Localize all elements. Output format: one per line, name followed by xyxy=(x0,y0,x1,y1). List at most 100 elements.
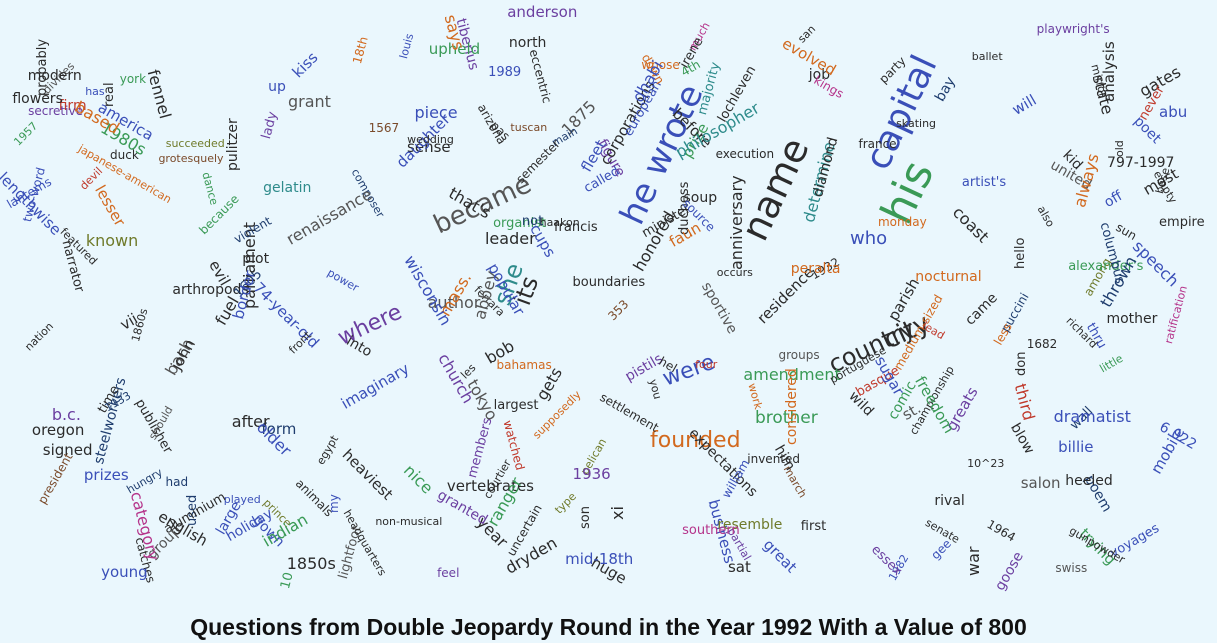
cloud-word: secretive xyxy=(28,103,83,118)
cloud-word: grotesquely xyxy=(158,152,224,166)
cloud-word: pulitzer xyxy=(225,118,242,171)
cloud-word: church xyxy=(434,350,479,407)
cloud-word: bahamas xyxy=(496,358,552,373)
cloud-word: francis xyxy=(553,220,598,236)
cloud-word: off xyxy=(1101,187,1126,211)
cloud-word: flowers xyxy=(12,91,63,108)
cloud-word: mobile xyxy=(1147,424,1189,478)
cloud-word: feel xyxy=(437,566,460,581)
cloud-word: leader xyxy=(484,229,536,249)
cloud-word: firm xyxy=(58,97,87,114)
cloud-word: haakon xyxy=(539,216,580,230)
cloud-word: my xyxy=(327,494,342,514)
cloud-word: members xyxy=(465,416,496,480)
cloud-word: heeled xyxy=(1065,472,1113,489)
cloud-word: imaginary xyxy=(338,359,413,413)
cloud-word: occurs xyxy=(716,266,753,280)
cloud-word: war xyxy=(964,546,983,576)
cloud-word: sun xyxy=(1113,220,1139,244)
cloud-word: empire xyxy=(1159,214,1205,230)
cloud-word: billie xyxy=(1058,438,1094,457)
cloud-word: first xyxy=(800,518,827,534)
cloud-word: up xyxy=(268,79,286,96)
cloud-word: rival xyxy=(934,492,965,509)
cloud-word: anderson xyxy=(507,3,578,22)
cloud-word: amendment xyxy=(743,365,841,385)
cloud-word: arthropods xyxy=(172,281,249,298)
cloud-word: dramatist xyxy=(1053,407,1131,427)
cloud-word: 10^23 xyxy=(967,457,1005,471)
cloud-word: alexander's xyxy=(1068,258,1144,274)
cloud-word: fennel xyxy=(143,67,176,121)
cloud-word: goose xyxy=(992,549,1027,594)
cloud-word: resemble xyxy=(717,516,783,533)
cloud-word: southern xyxy=(682,523,740,539)
cloud-word: boundaries xyxy=(572,275,646,291)
cloud-word: 1850s xyxy=(286,554,336,574)
cloud-word: brother xyxy=(755,408,818,428)
cloud-word: young xyxy=(101,563,148,582)
cloud-word: ratification xyxy=(1161,283,1190,345)
cloud-word: soup xyxy=(683,190,718,207)
cloud-word: non-musical xyxy=(375,515,443,529)
cloud-word: prizes xyxy=(83,465,129,484)
cloud-word: modern xyxy=(27,68,82,85)
cloud-word: little xyxy=(1097,351,1126,376)
cloud-word: old xyxy=(1112,140,1126,157)
cloud-word: monday xyxy=(877,215,927,230)
cloud-word: succeeded xyxy=(165,136,225,150)
cloud-word: duck xyxy=(110,147,139,162)
cloud-word: france xyxy=(858,137,897,152)
cloud-word: 1682 xyxy=(1026,336,1058,351)
cloud-word: egypt xyxy=(314,432,342,467)
cloud-word: played xyxy=(223,492,261,506)
cloud-word: eccentric xyxy=(526,47,554,105)
cloud-word: grant xyxy=(288,92,331,112)
cloud-word: mid-18th xyxy=(565,549,634,568)
cloud-word: vertebrates xyxy=(446,476,534,495)
cloud-word: has xyxy=(85,85,105,99)
cloud-word: 797-1997 xyxy=(1107,154,1175,171)
cloud-word: sportive xyxy=(698,279,741,337)
cloud-word: skating xyxy=(896,116,937,130)
cloud-word: organist xyxy=(493,216,547,232)
cloud-word: signed xyxy=(42,441,93,460)
cloud-word: abu xyxy=(1159,102,1188,121)
cloud-word: groups xyxy=(778,348,820,363)
cloud-word: heaviest xyxy=(338,445,397,504)
cloud-word: less xyxy=(991,320,1015,348)
cloud-word: 18th xyxy=(349,34,371,65)
page-title: Questions from Double Jeopardy Round in … xyxy=(190,614,1027,640)
cloud-word: who xyxy=(850,228,888,249)
cloud-word: gelatin xyxy=(263,179,312,196)
cloud-word: type xyxy=(552,490,580,517)
cloud-word: louis xyxy=(397,32,417,61)
cloud-word: don xyxy=(1014,351,1030,377)
cloud-word: largest xyxy=(493,397,539,413)
cloud-word: nocturnal xyxy=(915,268,982,285)
cloud-word: founded xyxy=(650,428,741,453)
cloud-word: had xyxy=(165,475,189,490)
cloud-word: kiss xyxy=(288,48,322,82)
cloud-word: piece xyxy=(414,102,458,122)
cloud-word: anniversary xyxy=(726,175,746,270)
cloud-word: work xyxy=(745,381,766,411)
cloud-word: lady xyxy=(258,110,281,141)
cloud-word: 1567 xyxy=(368,120,400,135)
cloud-word: power xyxy=(324,266,361,295)
cloud-word: great xyxy=(759,535,801,577)
cloud-word: probably xyxy=(34,38,50,96)
cloud-word: president xyxy=(34,450,76,507)
cloud-word: plot xyxy=(242,250,270,267)
cloud-word: blow xyxy=(1007,420,1038,458)
cloud-word: oregon xyxy=(31,421,85,440)
cloud-word: not xyxy=(521,213,544,229)
cloud-word: nation xyxy=(22,319,57,354)
cloud-word: lesser xyxy=(91,182,130,230)
cloud-word: artist's xyxy=(961,175,1007,191)
cloud-word: 1957 xyxy=(11,119,41,149)
cloud-word: 10 xyxy=(278,570,298,591)
cloud-word: will xyxy=(1009,90,1040,119)
cloud-word: sense xyxy=(407,138,451,157)
cloud-word: upheld xyxy=(428,39,481,58)
